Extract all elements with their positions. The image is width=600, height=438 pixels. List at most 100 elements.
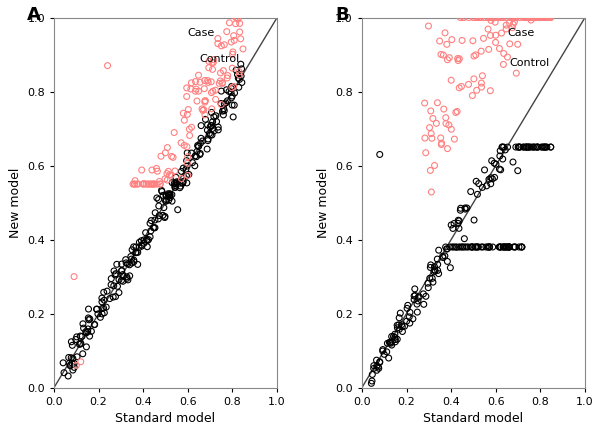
Point bbox=[382, 348, 392, 355]
Point bbox=[499, 61, 508, 68]
Point bbox=[501, 244, 511, 251]
Point bbox=[423, 280, 433, 287]
Point bbox=[85, 332, 94, 339]
Point bbox=[485, 244, 494, 251]
Point bbox=[67, 360, 77, 367]
Point bbox=[173, 206, 182, 213]
Point bbox=[143, 180, 153, 187]
Point bbox=[446, 77, 456, 84]
Point bbox=[498, 155, 508, 162]
Point bbox=[109, 268, 119, 275]
Point bbox=[506, 14, 515, 21]
Point bbox=[182, 180, 191, 187]
Point bbox=[533, 144, 542, 151]
Point bbox=[170, 184, 180, 191]
Point bbox=[208, 59, 217, 66]
Point bbox=[144, 180, 154, 187]
Point bbox=[122, 273, 131, 280]
Point bbox=[117, 268, 127, 275]
Point bbox=[145, 233, 155, 240]
Point bbox=[101, 304, 111, 311]
Point bbox=[531, 14, 541, 21]
Point bbox=[474, 180, 484, 187]
Point bbox=[151, 209, 160, 216]
Point bbox=[100, 297, 109, 304]
Point bbox=[436, 134, 445, 141]
Point bbox=[193, 143, 203, 150]
Point bbox=[522, 144, 532, 151]
Point bbox=[191, 85, 201, 92]
Point bbox=[394, 326, 404, 333]
Point bbox=[235, 20, 244, 27]
Point bbox=[71, 362, 81, 369]
Point bbox=[496, 244, 505, 251]
Point bbox=[200, 85, 209, 92]
Point bbox=[531, 14, 541, 21]
Point bbox=[118, 278, 128, 285]
Point bbox=[223, 97, 232, 104]
Point bbox=[181, 166, 191, 173]
Point bbox=[176, 183, 185, 190]
Point bbox=[419, 290, 428, 297]
Point bbox=[194, 143, 203, 150]
Point bbox=[137, 237, 146, 244]
Point bbox=[545, 14, 555, 21]
Point bbox=[509, 18, 519, 25]
Point bbox=[171, 180, 181, 187]
Point bbox=[494, 45, 504, 52]
Point bbox=[425, 275, 434, 282]
Point bbox=[446, 222, 456, 229]
Point bbox=[504, 244, 514, 251]
Point bbox=[424, 284, 433, 291]
Point bbox=[179, 142, 189, 149]
Point bbox=[211, 96, 220, 103]
Point bbox=[235, 76, 244, 83]
Point bbox=[478, 244, 488, 251]
Point bbox=[200, 97, 210, 104]
Point bbox=[395, 310, 405, 317]
Point bbox=[541, 14, 550, 21]
Point bbox=[375, 358, 385, 365]
Point bbox=[413, 297, 423, 304]
Point bbox=[232, 67, 241, 74]
Point bbox=[483, 244, 493, 251]
Point bbox=[194, 88, 203, 95]
Point bbox=[206, 122, 216, 129]
Point bbox=[446, 264, 455, 271]
Point bbox=[391, 338, 400, 345]
Point bbox=[110, 272, 120, 279]
Point bbox=[130, 177, 140, 184]
Point bbox=[525, 14, 535, 21]
Point bbox=[471, 244, 481, 251]
Point bbox=[472, 178, 481, 185]
Point bbox=[175, 180, 185, 187]
Point bbox=[410, 292, 420, 299]
Point bbox=[85, 315, 95, 322]
Point bbox=[170, 182, 180, 189]
Point bbox=[118, 273, 128, 280]
Point bbox=[480, 14, 490, 21]
Point bbox=[200, 77, 209, 84]
Point bbox=[235, 28, 244, 35]
Point bbox=[221, 99, 230, 106]
Point bbox=[367, 380, 376, 387]
Point bbox=[461, 205, 470, 212]
Point bbox=[530, 144, 540, 151]
Point bbox=[386, 339, 395, 346]
Point bbox=[533, 14, 543, 21]
Point bbox=[425, 167, 435, 174]
Point bbox=[72, 353, 82, 360]
Point bbox=[150, 216, 160, 223]
Point bbox=[156, 153, 166, 160]
Point bbox=[64, 372, 73, 379]
Point bbox=[438, 253, 448, 260]
Point bbox=[426, 261, 436, 268]
Point bbox=[149, 224, 159, 231]
Point bbox=[472, 244, 482, 251]
Point bbox=[231, 20, 241, 27]
Point bbox=[491, 32, 500, 39]
Point bbox=[439, 52, 448, 59]
Point bbox=[158, 192, 168, 199]
Point bbox=[152, 194, 161, 201]
Point bbox=[405, 320, 415, 327]
